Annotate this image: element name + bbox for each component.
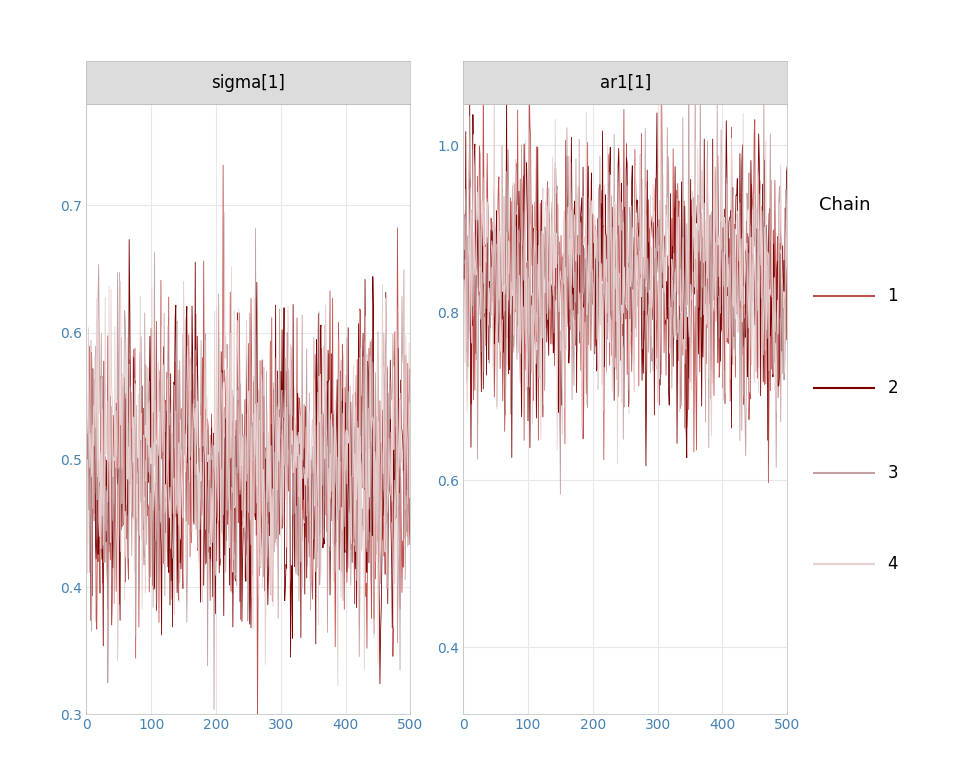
Text: 1: 1 (887, 287, 899, 306)
Text: ar1[1]: ar1[1] (600, 74, 651, 91)
Text: sigma[1]: sigma[1] (211, 74, 285, 91)
Text: 4: 4 (887, 555, 898, 573)
Text: 3: 3 (887, 464, 899, 482)
Text: 2: 2 (887, 379, 899, 397)
Text: Chain: Chain (819, 196, 871, 214)
